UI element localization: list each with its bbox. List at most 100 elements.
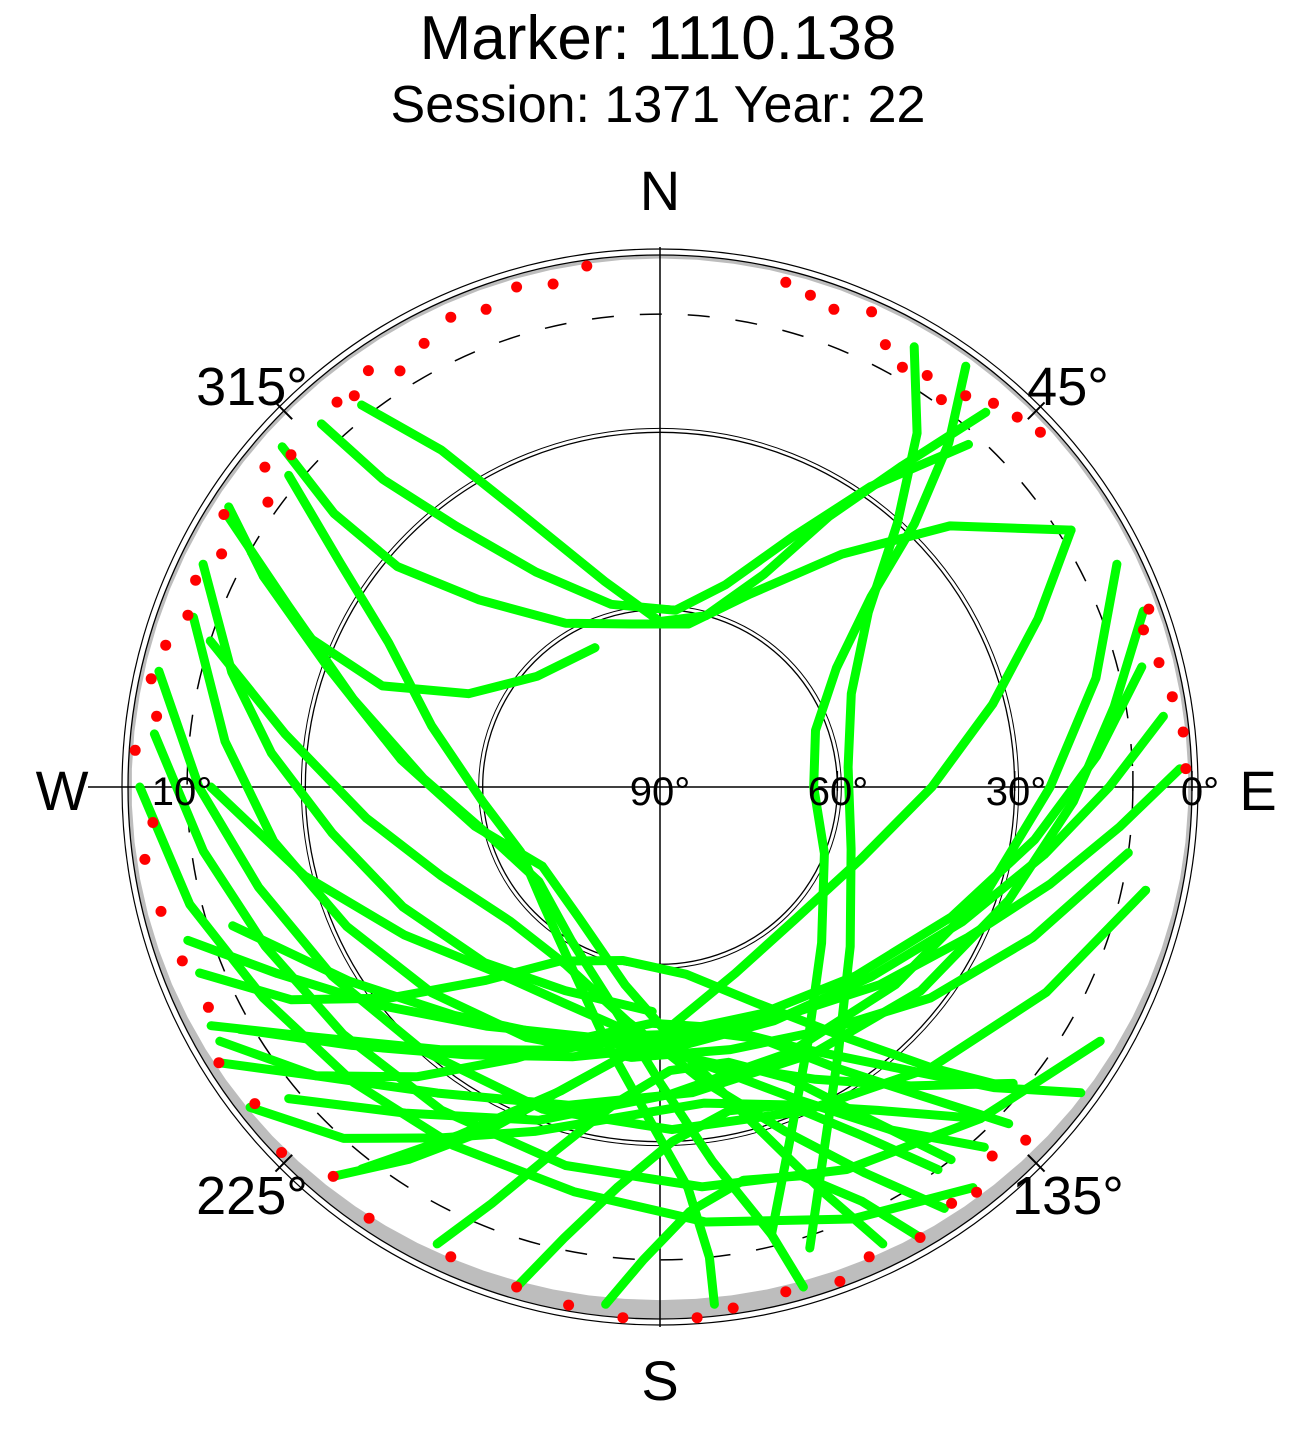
red-point <box>160 639 172 651</box>
azimuth-tick <box>274 1154 293 1173</box>
red-point <box>445 1251 457 1263</box>
red-point <box>129 744 141 756</box>
elevation-tick-label: 10° <box>152 770 213 814</box>
satellite-track <box>183 764 1185 1042</box>
compass-north-label: N <box>640 159 680 222</box>
satellite-track <box>767 361 971 1239</box>
red-point <box>914 1232 926 1243</box>
red-point <box>1166 691 1178 703</box>
green-tracks <box>135 342 1185 1309</box>
azimuth-tick-label: 45° <box>1027 357 1109 417</box>
red-point <box>418 337 430 349</box>
satellite-track <box>198 559 657 1016</box>
red-point <box>780 1286 792 1298</box>
red-point <box>1177 726 1189 738</box>
azimuth-tick <box>1027 401 1046 420</box>
red-point <box>617 1312 629 1324</box>
compass-east-label: E <box>1239 759 1276 822</box>
satellite-track <box>805 342 922 1253</box>
red-points <box>129 260 1192 1324</box>
satellite-track <box>206 782 989 1152</box>
red-point <box>216 548 228 560</box>
chart-title: Marker: 1110.138 <box>419 4 897 73</box>
elevation-tick-label: 30° <box>986 770 1047 814</box>
red-point <box>866 306 878 318</box>
red-point <box>182 609 194 621</box>
red-point <box>262 496 274 508</box>
red-point <box>971 1186 983 1198</box>
red-point <box>988 397 999 409</box>
red-point <box>727 1302 739 1314</box>
red-point <box>363 1212 375 1224</box>
polar-grid <box>88 247 1212 1327</box>
red-point <box>921 370 933 381</box>
red-point <box>1034 426 1046 438</box>
red-point <box>176 955 188 967</box>
red-point <box>1011 411 1023 423</box>
azimuth-tick <box>1027 1154 1046 1173</box>
red-point <box>327 1170 339 1182</box>
red-point <box>863 1251 875 1263</box>
satellite-track <box>432 1057 956 1249</box>
red-point <box>581 260 593 272</box>
red-point <box>804 289 816 301</box>
red-point <box>834 1275 846 1287</box>
satellite-track <box>357 525 1076 1174</box>
red-point <box>348 390 360 402</box>
azimuth-tick-label: 135° <box>1012 1166 1124 1226</box>
red-point <box>249 1098 261 1110</box>
satellite-track <box>154 666 1151 1135</box>
azimuth-tick-label: 225° <box>196 1166 308 1226</box>
red-point <box>511 281 523 293</box>
elevation-tick-label: 90° <box>630 770 691 814</box>
satellite-track <box>601 1171 925 1309</box>
red-point <box>445 311 457 323</box>
red-point <box>362 365 374 377</box>
red-point <box>986 1150 998 1162</box>
red-point <box>394 365 406 377</box>
red-point <box>147 817 159 828</box>
satellite-track <box>284 470 719 1309</box>
elevation-tick-label: 60° <box>808 770 869 814</box>
compass-south-label: S <box>641 1349 678 1412</box>
red-point <box>547 278 559 290</box>
red-point <box>691 1312 703 1324</box>
red-point <box>935 394 947 406</box>
red-point <box>1020 1134 1032 1146</box>
red-point <box>896 361 908 373</box>
red-point <box>276 1147 288 1158</box>
red-point <box>946 1197 958 1209</box>
satellite-track <box>205 636 949 1213</box>
satellite-track <box>214 606 1148 1110</box>
red-point <box>1143 603 1155 615</box>
red-point <box>259 461 271 473</box>
azimuth-tick <box>274 401 293 420</box>
satellite-track <box>277 442 1076 629</box>
red-point <box>563 1299 575 1311</box>
red-point <box>480 303 492 315</box>
red-point <box>780 276 792 288</box>
red-point <box>285 449 297 461</box>
elevation-tick-label: 0° <box>1181 770 1219 814</box>
red-point <box>218 509 230 520</box>
satellite-track <box>215 1018 1086 1098</box>
red-point <box>879 339 891 351</box>
red-point <box>1180 763 1192 775</box>
red-point <box>145 673 157 685</box>
compass-west-label: W <box>36 759 89 822</box>
azimuth-tick-label: 315° <box>196 357 308 417</box>
red-point <box>511 1281 523 1293</box>
red-point <box>1138 624 1149 636</box>
red-point <box>1153 657 1165 669</box>
satellite-track <box>258 571 888 1249</box>
red-point <box>960 390 972 402</box>
satellite-track <box>206 662 1147 1055</box>
red-point <box>213 1057 225 1069</box>
red-point <box>828 303 840 315</box>
satellite-track <box>512 1100 943 1292</box>
red-point <box>151 710 163 722</box>
red-point <box>190 574 202 586</box>
chart-subtitle: Session: 1371 Year: 22 <box>390 76 926 134</box>
satellite-track <box>316 419 973 615</box>
